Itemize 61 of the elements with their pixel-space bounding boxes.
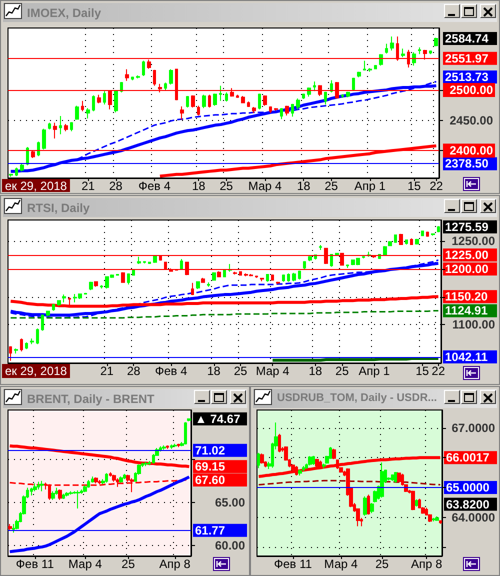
y-tick-label: 1100.00 [452,318,496,332]
x-tick-label: 21 [100,364,114,378]
ref-line-label: 65.0000 [446,480,490,494]
x-tick-label: 25 [324,179,338,193]
x-tick-label: 18 [192,179,206,193]
ref-line-label: 71.02 [195,443,226,458]
ref-line-label: 61.77 [195,523,226,538]
chart-title: RTSI, Daily [27,201,90,215]
data-label: 1150.20 [445,290,488,304]
y-tick-label: 1250.00 [452,234,496,248]
chart-title: BRENT, Daily - BRENT [27,392,154,406]
x-tick-label: 18 [308,364,322,378]
x-tick-label: 25 [220,179,234,193]
x-tick-label: 21 [81,179,96,193]
x-tick-label: Фев 4 [138,179,171,193]
y-tick-label: 2450.00 [450,113,494,128]
x-tick-label: Апр 1 [358,364,390,378]
x-tick-label: 15 [407,179,422,193]
x-tick-label: Апр 8 [410,557,442,571]
text: ек 29, 2018 [5,364,68,378]
chart-title: IMOEX, Daily [27,6,102,20]
y-tick-label: 67.0000 [452,420,496,435]
x-tick-label: 25 [234,364,248,378]
data-label: 1124.91 [445,304,488,318]
y-tick-label: 65.00 [214,495,246,510]
y-tick-label: 60.00 [214,538,246,553]
x-tick-label: Апр 8 [159,557,191,571]
x-tick-label: 15 [416,364,430,378]
text: 63.8200 [446,497,490,512]
ref-line-label: 2378.50 [445,156,489,171]
text: 2584.74 [445,31,488,46]
x-tick-label: 25 [375,557,390,571]
x-tick-label: 18 [207,364,221,378]
text: ▲ 74.67 [195,412,240,426]
x-tick-label: 25 [122,557,136,571]
y-tick-label: 2400.00 [450,144,494,158]
x-tick-label: Фев 11 [16,557,54,571]
x-tick-label: 28 [126,364,141,378]
ref-line-label: 1042.11 [445,350,488,364]
data-label: 66.0017 [446,450,490,465]
x-tick-label: Фев 4 [154,364,188,378]
ref-line-label: 1200.00 [445,262,489,276]
data-label: 67.60 [195,472,226,487]
text: ек 29, 2018 [5,179,68,193]
y-tick-label: 2500.00 [450,82,494,97]
ref-line-label: 2551.97 [445,51,489,66]
x-tick-label: 28 [109,179,123,193]
x-tick-label: 18 [296,179,311,193]
ref-line-label: 1225.00 [445,248,489,262]
x-tick-label: 22 [430,179,444,193]
data-label: 2513.73 [445,70,489,84]
x-tick-label: 22 [432,364,446,378]
x-tick-label: Мар 4 [68,557,102,571]
y-tick-label: 64.0000 [452,510,496,524]
text: 1275.59 [445,220,488,234]
x-tick-label: Мар 4 [324,557,358,571]
data-label: 69.15 [195,460,226,474]
x-tick-label: 25 [335,364,350,378]
chart-title: USDRUB_TOM, Daily - USDR... [277,392,437,404]
x-tick-label: Фев 11 [274,557,312,571]
x-tick-label: Мар 4 [256,364,290,378]
